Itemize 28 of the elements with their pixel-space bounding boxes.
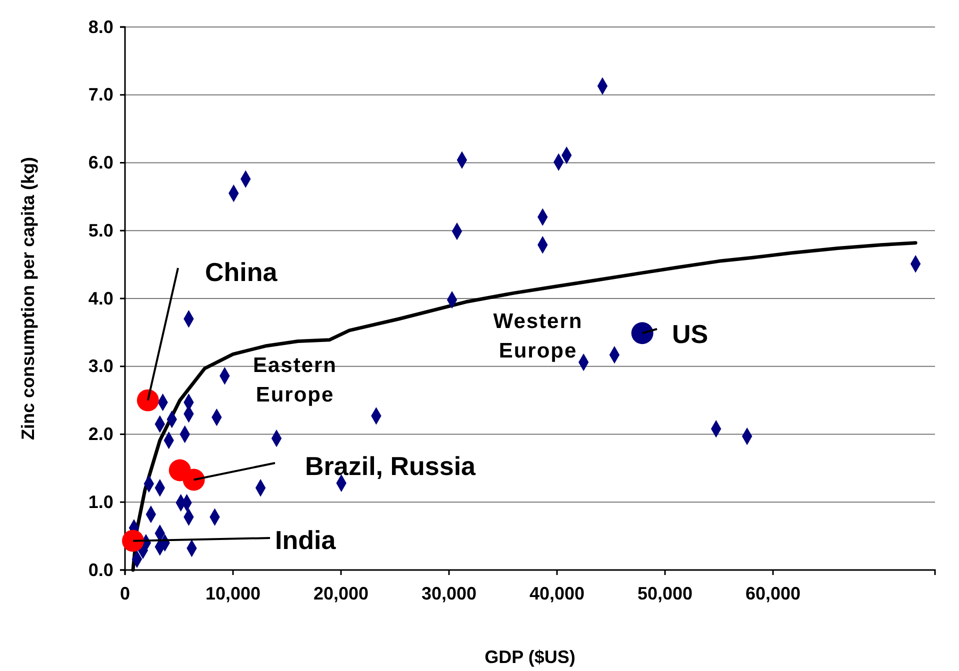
x-tick-label: 40,000 [529,584,585,604]
annotation: Brazil, Russia [305,451,476,482]
x-axis-title: GDP ($US) [484,647,576,667]
annotation: Eastern Europe [252,354,338,407]
y-tick-label: 8.0 [88,16,114,37]
y-tick-label: 3.0 [88,356,114,376]
y-tick-label: 6.0 [88,152,114,173]
annotation: India [275,525,336,556]
x-tick-label: 60,000 [745,584,801,604]
x-tick-label: 50,000 [637,584,693,604]
annotation: Western Europe [493,310,583,363]
x-tick-label: 20,000 [313,584,369,604]
annotation: China [205,257,278,288]
x-tick-label: 0 [120,584,130,604]
y-tick-label: 1.0 [88,492,114,512]
y-tick-label: 5.0 [88,220,114,240]
x-tick-label: 10,000 [205,584,261,604]
point [136,389,159,412]
annotation: US [672,319,708,350]
x-tick-label: 30,000 [421,584,477,604]
point [122,530,144,552]
point [182,468,205,491]
point [631,322,654,344]
y-tick-label: 7.0 [88,84,114,105]
y-tick-label: 4.0 [88,288,114,308]
y-axis-title: Zinc consumption per capita (kg) [18,156,38,440]
y-tick-label: 0.0 [88,560,114,580]
y-tick-label: 2.0 [88,424,114,444]
